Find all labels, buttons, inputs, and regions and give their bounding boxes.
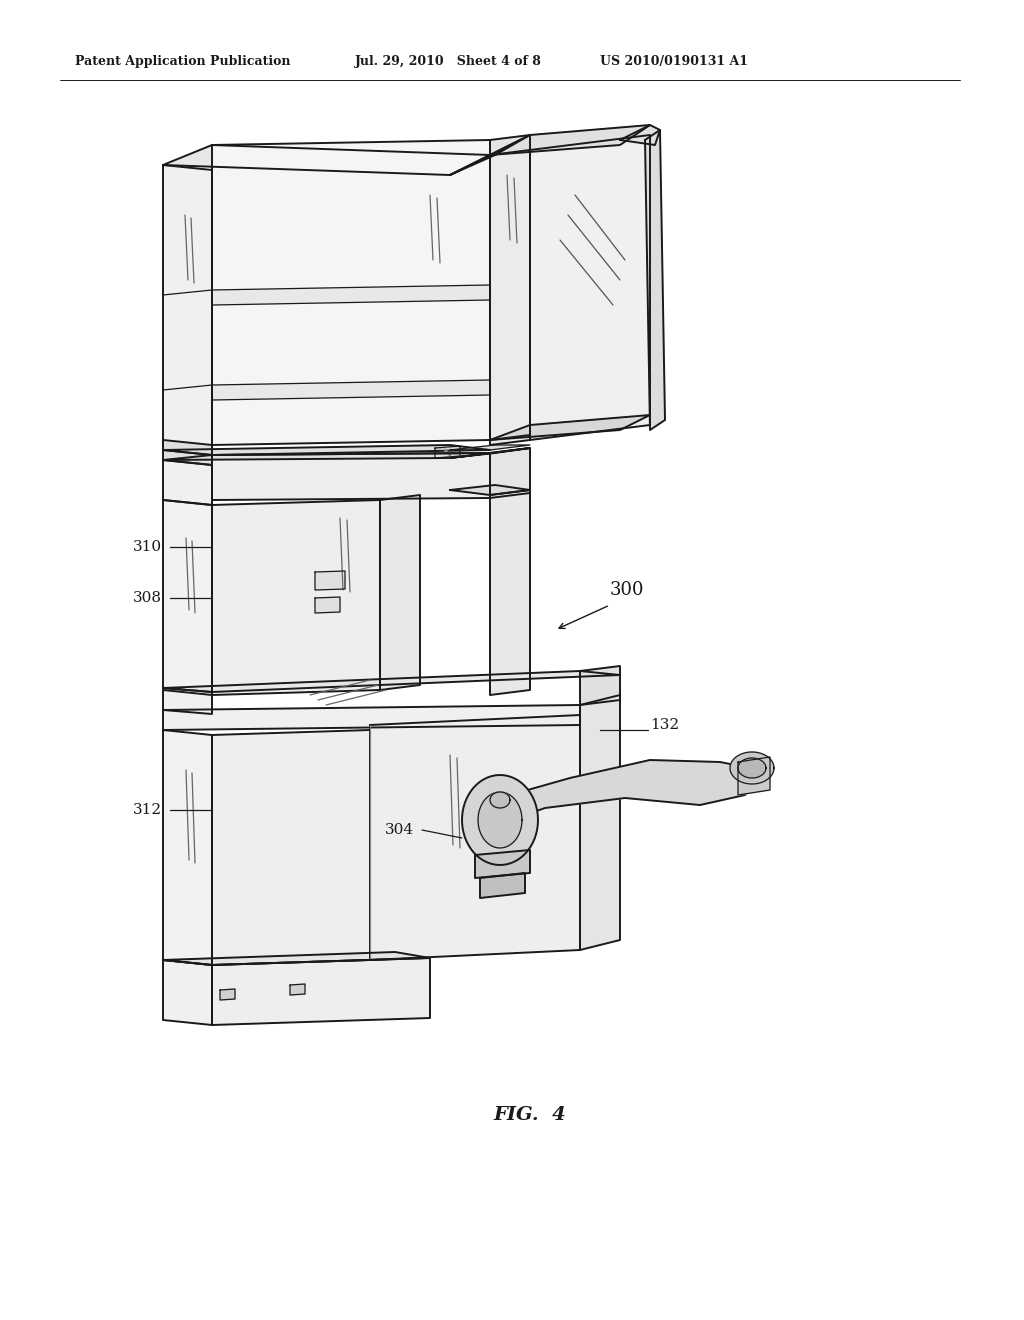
Polygon shape — [315, 597, 340, 612]
Polygon shape — [490, 792, 510, 808]
Polygon shape — [490, 760, 760, 822]
Polygon shape — [370, 715, 580, 960]
Polygon shape — [163, 960, 212, 1026]
Polygon shape — [530, 135, 650, 440]
Text: 308: 308 — [133, 591, 162, 605]
Polygon shape — [450, 484, 530, 495]
Text: 206: 206 — [680, 793, 710, 807]
Polygon shape — [490, 414, 650, 440]
Text: US 2010/0190131 A1: US 2010/0190131 A1 — [600, 55, 748, 69]
Text: 304: 304 — [385, 822, 414, 837]
Polygon shape — [450, 135, 530, 176]
Polygon shape — [163, 440, 212, 465]
Polygon shape — [163, 671, 620, 692]
Polygon shape — [163, 705, 580, 730]
Polygon shape — [163, 145, 490, 176]
Polygon shape — [450, 447, 530, 458]
Polygon shape — [645, 129, 665, 430]
Polygon shape — [212, 730, 370, 965]
Polygon shape — [290, 983, 305, 995]
Polygon shape — [490, 150, 530, 445]
Text: 300: 300 — [610, 581, 644, 599]
Polygon shape — [462, 775, 538, 865]
Polygon shape — [163, 459, 212, 506]
Polygon shape — [480, 873, 525, 898]
Polygon shape — [163, 730, 212, 965]
Polygon shape — [212, 285, 490, 305]
Text: FIG.  4: FIG. 4 — [494, 1106, 566, 1125]
Polygon shape — [490, 490, 530, 696]
Polygon shape — [580, 667, 620, 705]
Polygon shape — [315, 572, 345, 590]
Polygon shape — [490, 125, 650, 154]
Polygon shape — [490, 135, 530, 440]
Text: 312: 312 — [133, 803, 162, 817]
Text: Jul. 29, 2010   Sheet 4 of 8: Jul. 29, 2010 Sheet 4 of 8 — [355, 55, 542, 69]
Polygon shape — [212, 453, 490, 500]
Polygon shape — [380, 495, 420, 690]
Polygon shape — [163, 445, 490, 455]
Polygon shape — [478, 792, 522, 847]
Polygon shape — [620, 125, 660, 145]
Polygon shape — [450, 445, 530, 450]
Polygon shape — [212, 958, 430, 1026]
Polygon shape — [435, 446, 460, 458]
Polygon shape — [580, 696, 620, 950]
Polygon shape — [163, 500, 212, 696]
Polygon shape — [490, 447, 530, 498]
Polygon shape — [163, 453, 490, 459]
Polygon shape — [163, 165, 212, 455]
Polygon shape — [220, 989, 234, 1001]
Polygon shape — [212, 500, 380, 696]
Polygon shape — [475, 850, 530, 878]
Polygon shape — [163, 952, 430, 965]
Polygon shape — [163, 688, 212, 714]
Text: Patent Application Publication: Patent Application Publication — [75, 55, 291, 69]
Polygon shape — [738, 758, 766, 777]
Text: 310: 310 — [133, 540, 162, 554]
Polygon shape — [212, 380, 490, 400]
Polygon shape — [212, 140, 490, 445]
Polygon shape — [730, 752, 774, 784]
Polygon shape — [738, 756, 770, 795]
Text: 132: 132 — [650, 718, 679, 733]
